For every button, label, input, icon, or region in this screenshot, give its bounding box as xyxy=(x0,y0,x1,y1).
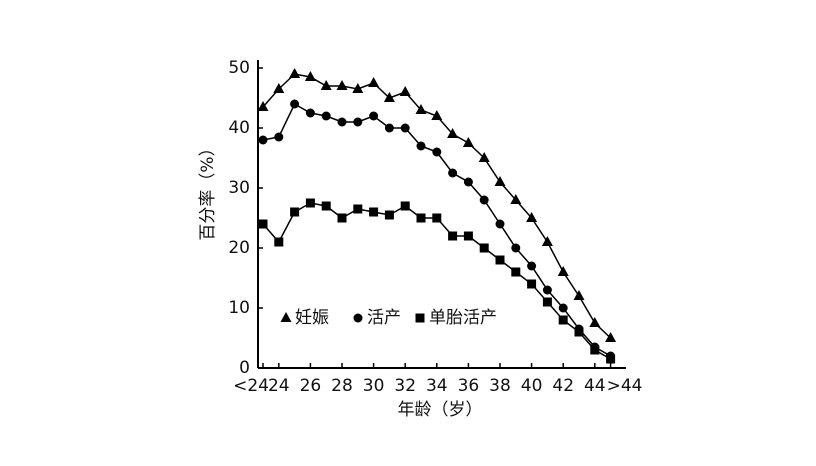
point xyxy=(606,354,616,364)
point xyxy=(383,92,395,102)
point xyxy=(353,117,363,127)
point xyxy=(400,123,410,133)
x-tick-label: <24 xyxy=(233,376,269,396)
point xyxy=(289,68,301,78)
point xyxy=(447,128,459,138)
point xyxy=(511,267,521,277)
y-tick-label: 10 xyxy=(228,298,250,318)
point xyxy=(448,231,458,241)
point xyxy=(290,207,300,217)
point xyxy=(337,117,347,127)
x-tick-label: >44 xyxy=(607,376,643,396)
point xyxy=(511,243,521,253)
point xyxy=(257,101,269,111)
x-tick-label: 32 xyxy=(394,376,416,396)
point xyxy=(352,83,364,93)
y-tick-label: 30 xyxy=(228,178,250,198)
point xyxy=(369,111,379,121)
point xyxy=(305,198,315,208)
point xyxy=(478,152,490,162)
point xyxy=(526,212,538,222)
point xyxy=(542,297,552,307)
point xyxy=(431,110,443,120)
point xyxy=(479,195,489,205)
point xyxy=(432,147,442,157)
point xyxy=(368,77,380,87)
point xyxy=(400,201,410,211)
legend-label: 活产 xyxy=(367,308,401,328)
point xyxy=(321,111,331,121)
point xyxy=(541,236,553,246)
point xyxy=(527,279,537,289)
point xyxy=(542,285,552,295)
legend-label: 单胎活产 xyxy=(429,308,497,328)
point xyxy=(448,168,458,178)
y-tick-label: 40 xyxy=(228,118,250,138)
point xyxy=(494,176,506,186)
point xyxy=(290,99,300,109)
point xyxy=(495,219,505,229)
point xyxy=(258,135,268,145)
point xyxy=(573,290,585,300)
x-tick-label: 28 xyxy=(331,376,353,396)
point xyxy=(462,137,474,147)
point xyxy=(399,86,411,96)
point xyxy=(557,266,569,276)
legend-label: 妊娠 xyxy=(295,308,329,328)
point xyxy=(384,123,394,133)
point xyxy=(558,315,568,325)
series-line xyxy=(262,202,611,360)
point xyxy=(589,317,601,327)
point xyxy=(336,80,348,90)
point xyxy=(258,219,268,229)
point xyxy=(305,108,315,118)
point xyxy=(416,213,426,223)
point xyxy=(274,237,284,247)
point xyxy=(527,261,537,271)
point xyxy=(320,80,332,90)
point xyxy=(463,231,473,241)
point xyxy=(337,213,347,223)
point xyxy=(321,201,331,211)
point xyxy=(463,177,473,187)
y-tick-label: 50 xyxy=(228,58,250,78)
x-tick-label: 24 xyxy=(268,376,290,396)
point xyxy=(274,132,284,142)
x-tick-label: 30 xyxy=(363,376,385,396)
point xyxy=(479,243,489,253)
point xyxy=(353,204,363,214)
point xyxy=(510,194,522,204)
y-axis-label: 百分率（%） xyxy=(198,139,218,240)
point xyxy=(273,83,285,93)
legend-marker xyxy=(353,313,363,323)
point xyxy=(574,327,584,337)
point xyxy=(415,104,427,114)
point xyxy=(605,332,617,342)
point xyxy=(495,255,505,265)
point xyxy=(590,345,600,355)
point xyxy=(369,207,379,217)
x-tick-label: 34 xyxy=(426,376,448,396)
x-tick-label: 36 xyxy=(458,376,480,396)
x-axis-label: 年龄（岁） xyxy=(398,400,483,420)
x-tick-label: 26 xyxy=(300,376,322,396)
x-tick-label: 38 xyxy=(489,376,511,396)
point xyxy=(304,71,316,81)
legend-marker xyxy=(415,313,425,323)
x-tick-label: 44 xyxy=(584,376,606,396)
point xyxy=(558,303,568,313)
x-tick-label: 40 xyxy=(521,376,543,396)
point xyxy=(416,141,426,151)
point xyxy=(384,210,394,220)
y-tick-label: 20 xyxy=(228,238,250,258)
y-tick-label: 0 xyxy=(239,358,250,378)
point xyxy=(432,213,442,223)
legend-marker xyxy=(280,312,292,322)
x-tick-label: 42 xyxy=(552,376,574,396)
